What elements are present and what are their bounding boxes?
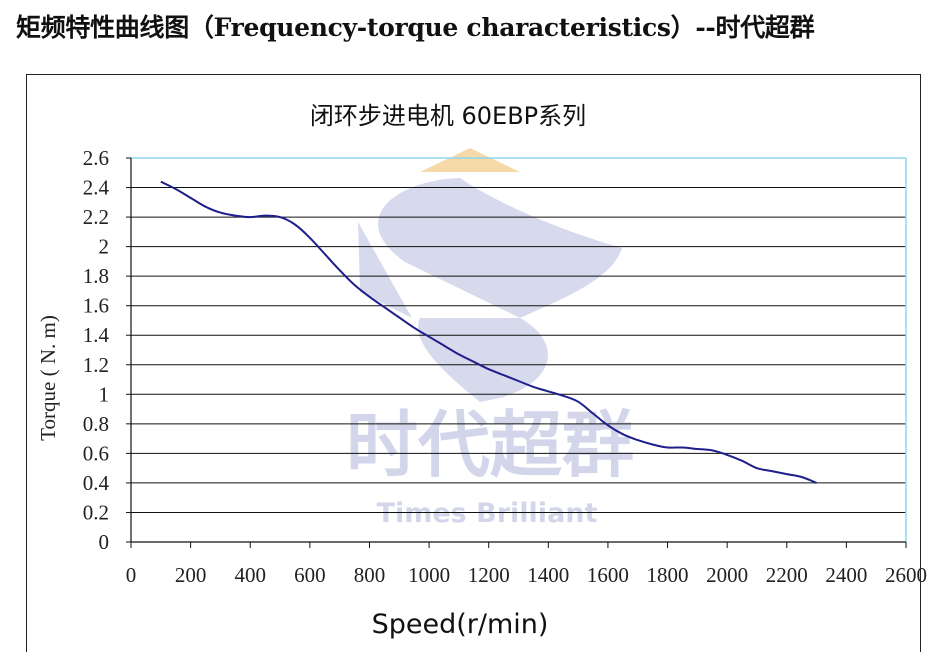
x-tick-label: 1200 (468, 563, 510, 587)
y-tick-label: 0.8 (83, 412, 109, 436)
watermark-s-lower (418, 318, 548, 402)
watermark-triangle (420, 148, 520, 172)
x-tick-label: 1800 (647, 563, 689, 587)
y-tick-label: 0.6 (83, 441, 109, 465)
x-tick-label: 600 (294, 563, 326, 587)
chart-series (160, 180, 817, 484)
x-tick-label: 2600 (885, 563, 927, 587)
watermark-s-wing (358, 222, 412, 318)
y-tick-label: 0.4 (83, 471, 110, 495)
x-tick-labels: 0 200 400 600 800 1000 1200 1400 1600 1800 2000 220… (126, 542, 927, 587)
page-title: 矩频特性曲线图（Frequency-torque characteristics… (16, 13, 815, 42)
y-tick-label: 1.6 (83, 294, 109, 318)
y-tick-label: 2.2 (83, 205, 109, 229)
x-tick-label: 0 (126, 563, 137, 587)
chart-axes (130, 158, 906, 543)
watermark-s-upper (378, 178, 622, 318)
chart-grid (126, 157, 907, 543)
y-tick-label: 1 (99, 382, 110, 406)
torque-curve (160, 180, 817, 484)
x-tick-label: 2200 (766, 563, 808, 587)
y-tick-labels: 0 0.2 0.4 0.6 0.8 1 1.2 1.4 1.6 1.8 2 2.2 2.4 2.6 (83, 146, 110, 554)
y-tick-label: 2.4 (83, 176, 110, 200)
y-tick-label: 0 (99, 530, 110, 554)
y-tick-label: 1.8 (83, 264, 109, 288)
x-tick-label: 2000 (706, 563, 748, 587)
chart-title: 闭环步进电机 60EBP系列 (310, 102, 586, 130)
y-tick-label: 1.4 (83, 323, 110, 347)
x-tick-label: 200 (175, 563, 207, 587)
x-axis-title: Speed(r/min) (372, 609, 549, 640)
y-tick-label: 2.6 (83, 146, 109, 170)
x-tick-label: 2400 (825, 563, 867, 587)
y-axis-title: Torque ( N. m) (36, 315, 60, 441)
x-tick-label: 1000 (408, 563, 450, 587)
watermark-text-en: Times Brilliant (377, 498, 598, 529)
y-tick-label: 2 (99, 235, 110, 259)
x-tick-label: 1600 (587, 563, 629, 587)
x-tick-label: 1400 (527, 563, 569, 587)
y-tick-label: 0.2 (83, 500, 109, 524)
x-tick-label: 800 (354, 563, 386, 587)
x-tick-label: 400 (234, 563, 266, 587)
watermark-text-cn: 时代超群 (346, 403, 634, 487)
y-tick-label: 1.2 (83, 353, 109, 377)
brand-watermark: 时代超群 Times Brilliant (346, 148, 634, 529)
